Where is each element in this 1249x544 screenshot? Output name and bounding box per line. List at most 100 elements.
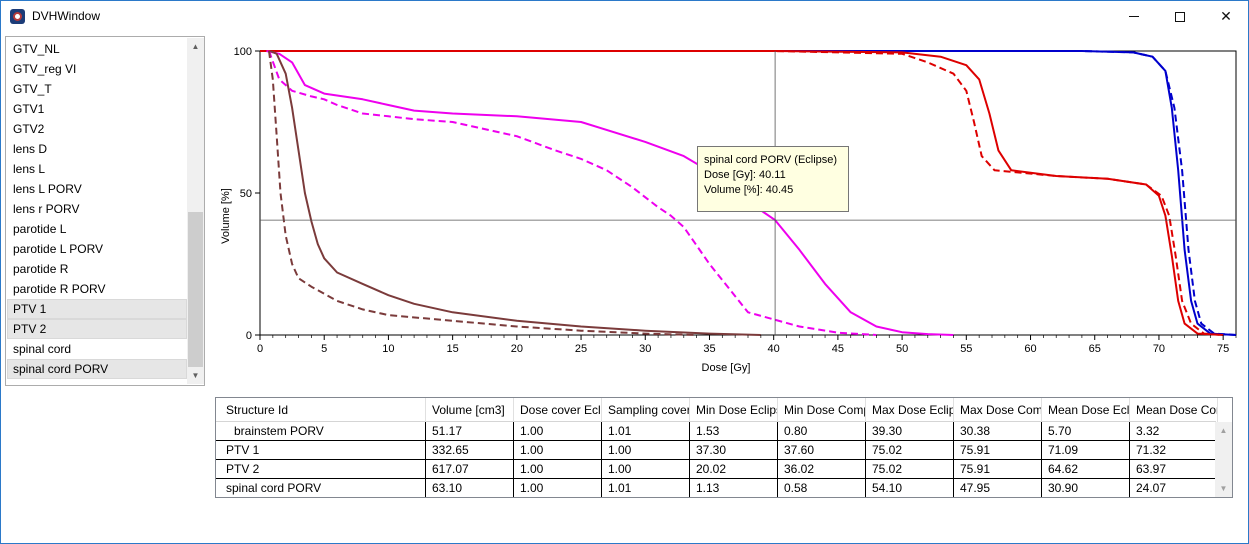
table-cell: 617.07 (426, 460, 514, 479)
x-tick-label: 35 (703, 343, 715, 355)
list-item[interactable]: GTV_T (13, 82, 52, 96)
table-scrollbar[interactable]: ▲ ▼ (1215, 422, 1232, 497)
list-item[interactable]: lens r PORV (13, 202, 80, 216)
dvh-series-line (266, 50, 954, 336)
dvh-series-line (269, 50, 761, 336)
x-tick-label: 45 (832, 343, 844, 355)
list-item[interactable]: spinal cord PORV (7, 359, 187, 379)
column-header[interactable]: Max Dose Comp (954, 398, 1042, 422)
table-cell: 63.97 (1130, 460, 1218, 479)
table-cell: 30.90 (1042, 479, 1130, 497)
column-header[interactable]: Mean Dose Eclipse (1042, 398, 1130, 422)
column-header[interactable]: Volume [cm3] (426, 398, 514, 422)
table-cell: 75.02 (866, 441, 954, 460)
table-row[interactable]: spinal cord PORV 63.10 1.00 1.01 1.13 0.58 54.… (216, 479, 1218, 497)
close-button[interactable]: ✕ (1203, 1, 1249, 32)
table-row[interactable]: PTV 2 617.07 1.00 1.00 20.02 36.02 75.02 75.91 6… (216, 460, 1218, 479)
table-cell: 47.95 (954, 479, 1042, 497)
table-cell: 71.32 (1130, 441, 1218, 460)
x-tick-label: 10 (382, 343, 394, 355)
list-item[interactable]: PTV 1 (7, 299, 187, 319)
list-item[interactable]: spinal cord (13, 342, 72, 356)
x-tick-label: 75 (1217, 343, 1229, 355)
scroll-up-icon[interactable]: ▲ (191, 42, 200, 51)
maximize-button[interactable] (1157, 1, 1203, 32)
list-item[interactable]: GTV_reg VI (13, 62, 77, 76)
table-cell: 51.17 (426, 422, 514, 441)
table-cell: 1.00 (602, 460, 690, 479)
table-cell: 39.30 (866, 422, 954, 441)
window-title: DVHWindow (32, 9, 101, 23)
list-item[interactable]: parotide R PORV (13, 282, 106, 296)
tooltip-title: spinal cord PORV (Eclipse) (704, 154, 838, 166)
table-cell: 3.32 (1130, 422, 1218, 441)
table-cell: 1.01 (602, 479, 690, 497)
chart-tooltip: spinal cord PORV (Eclipse) Dose [Gy]: 40… (697, 146, 849, 212)
scroll-down-icon[interactable]: ▼ (1219, 484, 1228, 493)
column-header[interactable]: Structure Id (220, 398, 426, 422)
column-header[interactable]: Min Dose Eclipse (690, 398, 778, 422)
table-cell: 1.13 (690, 479, 778, 497)
list-item[interactable]: GTV2 (13, 122, 45, 136)
x-tick-label: 55 (960, 343, 972, 355)
x-tick-label: 60 (1024, 343, 1036, 355)
table-cell: PTV 2 (220, 460, 426, 479)
structure-list[interactable]: spinal cord PORV spinal cord PTV 2 PTV 1 par… (5, 36, 205, 386)
x-tick-label: 0 (257, 343, 263, 355)
table-cell: 63.10 (426, 479, 514, 497)
table-cell: 75.91 (954, 441, 1042, 460)
x-tick-label: 40 (768, 343, 780, 355)
minimize-button[interactable] (1111, 1, 1157, 32)
list-scrollbar[interactable]: ▲ ▼ (187, 38, 204, 384)
table-cell: brainstem PORV (220, 422, 426, 441)
list-item[interactable]: GTV1 (13, 102, 45, 116)
tooltip-dose: Dose [Gy]: 40.11 (704, 169, 786, 181)
x-axis-label: Dose [Gy] (702, 362, 751, 374)
scroll-up-icon[interactable]: ▲ (1219, 426, 1228, 435)
scroll-thumb[interactable] (188, 212, 203, 367)
column-header[interactable]: Mean Dose Comp (1130, 398, 1218, 422)
x-tick-label: 25 (575, 343, 587, 355)
table-row[interactable]: PTV 1 332.65 1.00 1.00 37.30 37.60 75.02 75.91 7… (216, 441, 1218, 460)
maximize-icon (1175, 11, 1185, 22)
table-cell: 0.80 (778, 422, 866, 441)
close-icon: ✕ (1220, 8, 1232, 24)
dvh-chart[interactable]: 0 5 10 15 20 25 30 35 40 45 50 55 60 65 70 75 0 50 100 Dose… (210, 36, 1240, 381)
list-item[interactable]: GTV_NL (13, 42, 60, 56)
column-header[interactable]: Dose cover Eclipse (514, 398, 602, 422)
x-tick-label: 30 (639, 343, 651, 355)
y-tick-label: 50 (240, 188, 252, 200)
table-cell: 5.70 (1042, 422, 1130, 441)
title-bar: DVHWindow ✕ (1, 1, 1248, 32)
list-item[interactable]: lens L (13, 162, 46, 176)
app-icon (10, 9, 25, 24)
table-row[interactable]: brainstem PORV 51.17 1.00 1.01 1.53 0.80 39.30… (216, 422, 1218, 441)
list-item[interactable]: lens L PORV (13, 182, 82, 196)
scroll-down-icon[interactable]: ▼ (191, 371, 200, 380)
list-item[interactable]: parotide L PORV (13, 242, 104, 256)
table-cell: 1.53 (690, 422, 778, 441)
column-header[interactable]: Min Dose Comp (778, 398, 866, 422)
list-item[interactable]: lens D (13, 142, 48, 156)
dvh-series-line (260, 50, 1224, 336)
table-cell: 332.65 (426, 441, 514, 460)
table-cell: 30.38 (954, 422, 1042, 441)
column-header[interactable]: Max Dose Eclipse (866, 398, 954, 422)
dvh-series-line (260, 50, 1224, 336)
table-cell: 24.07 (1130, 479, 1218, 497)
list-item[interactable]: parotide R (13, 262, 69, 276)
table-cell: PTV 1 (220, 441, 426, 460)
column-header[interactable]: Sampling coverage (602, 398, 690, 422)
table-cell: 1.00 (514, 479, 602, 497)
table-cell: spinal cord PORV (220, 479, 426, 497)
list-item[interactable]: PTV 2 (7, 319, 187, 339)
table-cell: 64.62 (1042, 460, 1130, 479)
table-cell: 1.00 (514, 422, 602, 441)
minimize-icon (1129, 16, 1139, 17)
list-item[interactable]: parotide L (13, 222, 67, 236)
table-cell: 37.60 (778, 441, 866, 460)
dvh-series-line (268, 50, 697, 336)
y-axis-label: Volume [%] (220, 188, 232, 244)
